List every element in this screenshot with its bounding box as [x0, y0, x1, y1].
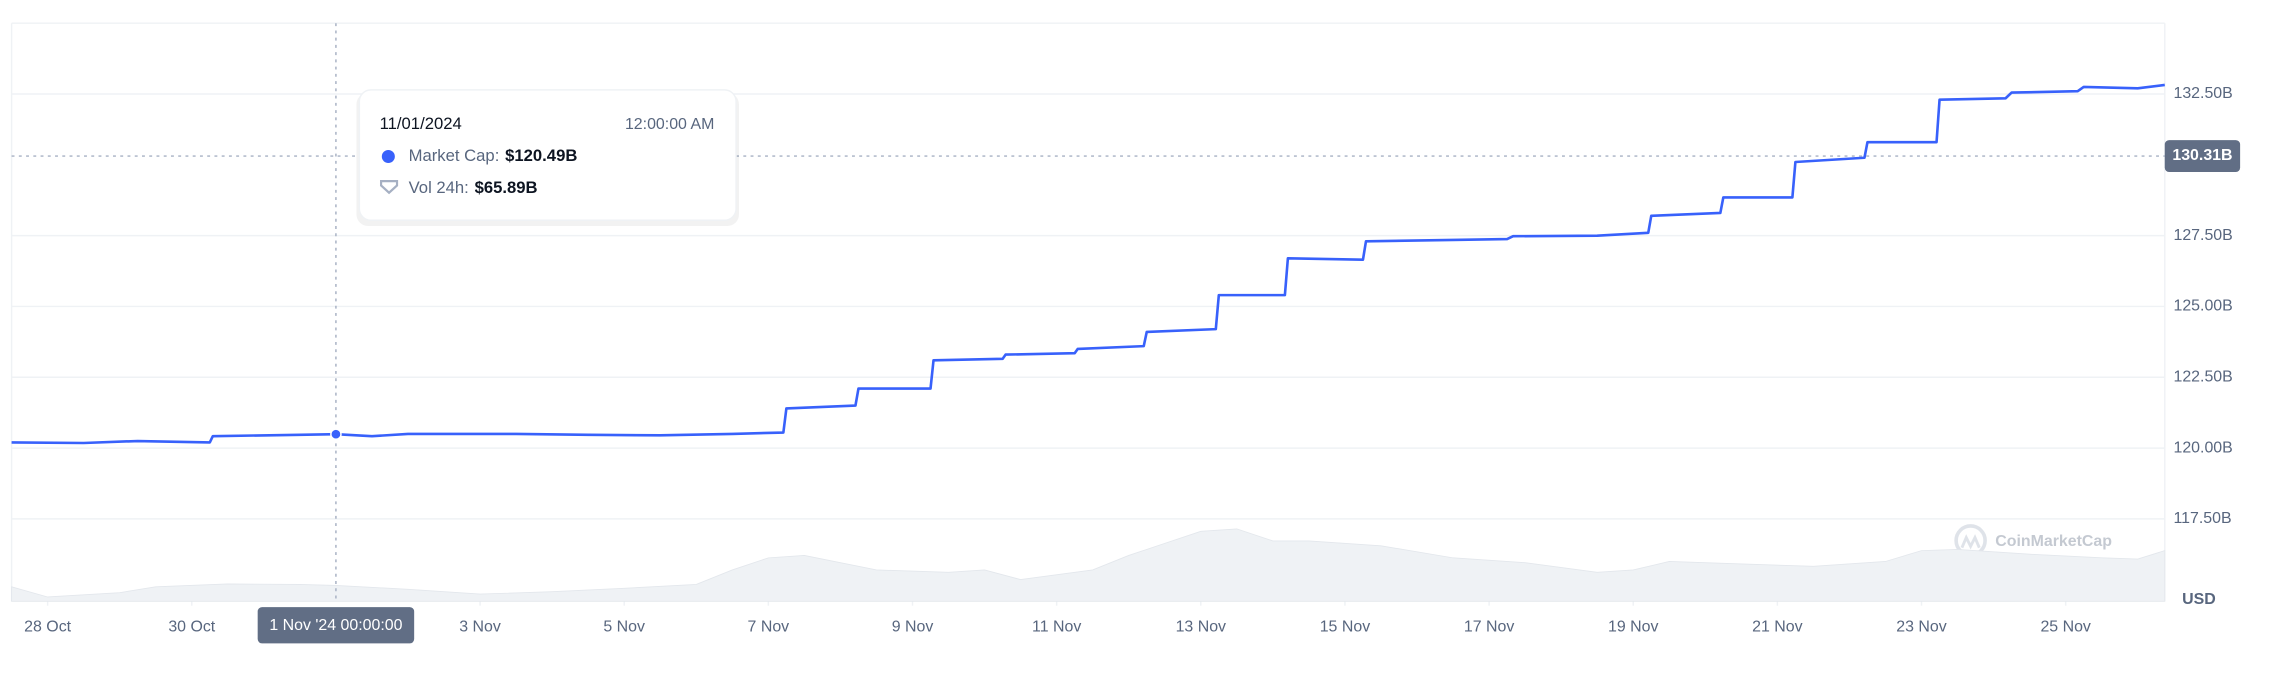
tooltip-row-value: $120.49B	[505, 146, 577, 165]
tooltip-row-label: Vol 24h:	[409, 178, 469, 197]
y-tick-label: 125.00B	[2173, 298, 2232, 315]
legend-dot	[381, 149, 395, 164]
x-tick-label: 21 Nov	[1752, 619, 1802, 636]
market-cap-line	[11, 83, 2165, 445]
legend-shield	[379, 180, 399, 195]
x-tick-label: 25 Nov	[2040, 619, 2090, 636]
x-tick-label: 15 Nov	[1320, 619, 1370, 636]
tooltip-box	[358, 89, 737, 221]
x-tick-label: 13 Nov	[1176, 619, 1226, 636]
y-tick-label: 117.50B	[2173, 510, 2231, 527]
x-tick-label: 3 Nov	[459, 619, 501, 636]
crosshair-badge	[257, 607, 415, 644]
x-tick-label: 28 Oct	[24, 619, 71, 636]
y-tick-label: 127.50B	[2173, 227, 2232, 244]
y-unit: USD	[2182, 591, 2216, 608]
y-tick-label: 132.50B	[2173, 85, 2232, 102]
price-marker-label: 130.31B	[2172, 147, 2232, 164]
crosshair-label: 1 Nov '24 00:00:00	[269, 617, 402, 634]
watermark-text: CoinMarketCap	[1995, 533, 2112, 550]
tooltip-date: 11/01/2024	[380, 114, 462, 133]
x-tick-label: 23 Nov	[1896, 619, 1946, 636]
tooltip-row-label: Market Cap:	[409, 146, 500, 165]
y-tick-label: 122.50B	[2173, 368, 2232, 385]
hover-point	[330, 428, 342, 441]
price-marker-badge	[2164, 140, 2241, 172]
x-tick-label: 9 Nov	[892, 619, 934, 636]
x-tick-label: 7 Nov	[748, 619, 790, 636]
x-tick-label: 5 Nov	[603, 619, 645, 636]
y-tick-label: 120.00B	[2173, 439, 2232, 456]
volume-area	[11, 528, 2166, 602]
tooltip: 11/01/2024 12:00:00 AM Market Cap: $120.49B…	[356, 89, 739, 227]
x-tick-label: 11 Nov	[1032, 619, 1081, 636]
x-tick-label: 30 Oct	[168, 619, 215, 636]
tooltip-row-value: $65.89B	[475, 178, 538, 197]
watermark-logo-wave	[1960, 534, 1981, 550]
x-tick-label: 19 Nov	[1608, 619, 1658, 636]
tooltip-time: 12:00:00 AM	[625, 116, 714, 133]
x-tick-label: 17 Nov	[1464, 619, 1514, 636]
